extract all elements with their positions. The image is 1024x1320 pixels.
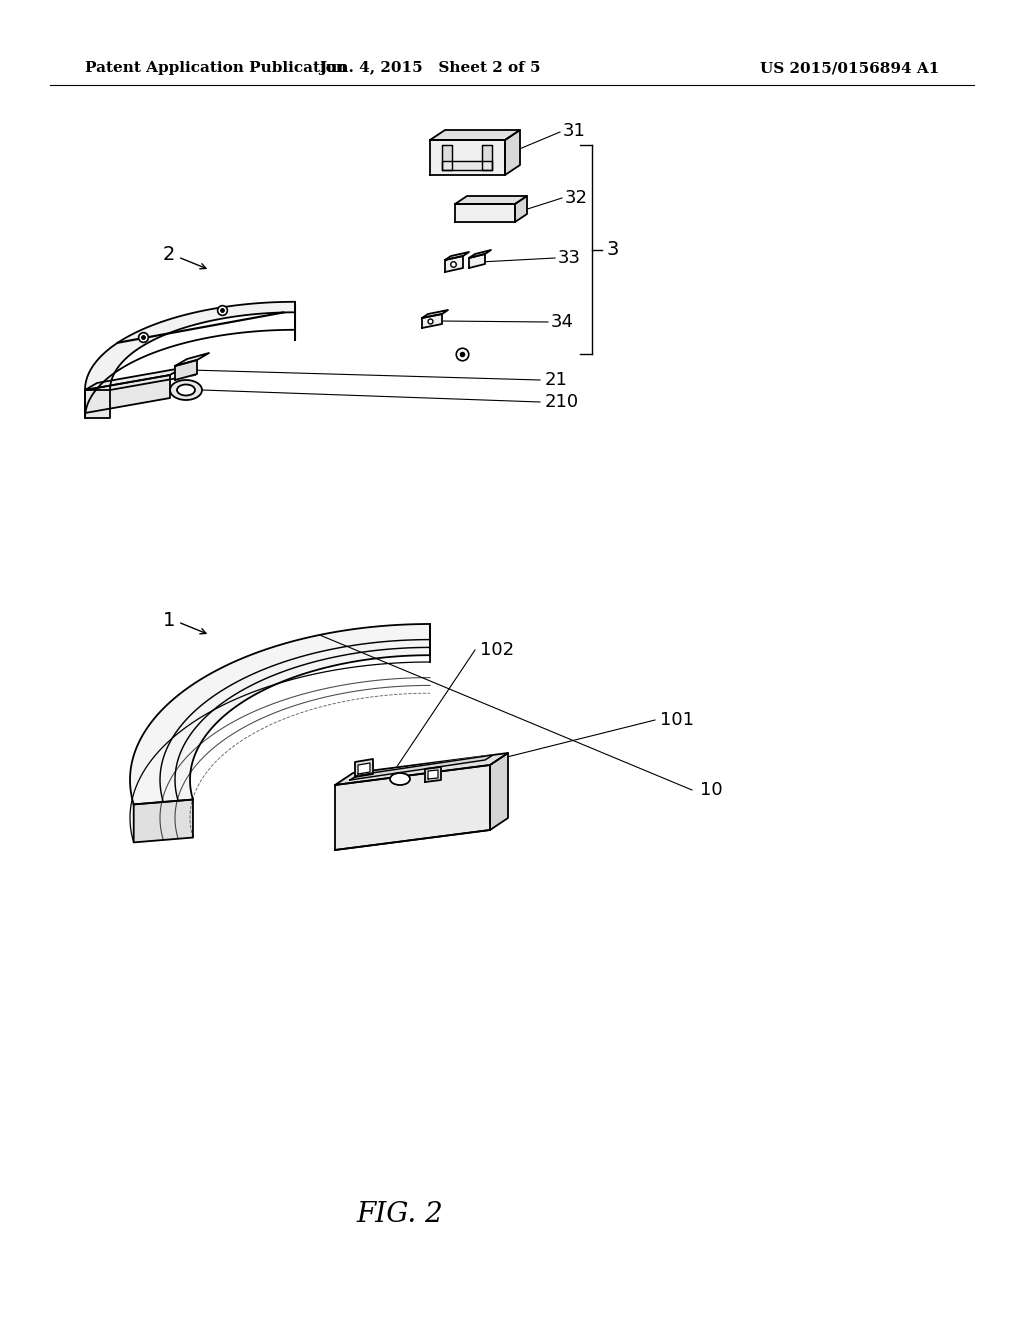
Polygon shape — [505, 129, 520, 176]
Text: 1: 1 — [163, 610, 175, 630]
Text: 210: 210 — [545, 393, 580, 411]
Text: 33: 33 — [558, 249, 581, 267]
Polygon shape — [469, 253, 485, 268]
Text: 31: 31 — [563, 121, 586, 140]
Polygon shape — [490, 752, 508, 830]
Ellipse shape — [390, 774, 410, 785]
Polygon shape — [350, 755, 493, 780]
Ellipse shape — [177, 384, 195, 396]
Polygon shape — [422, 310, 449, 318]
Polygon shape — [515, 195, 527, 222]
Polygon shape — [445, 252, 469, 260]
Polygon shape — [175, 352, 209, 366]
Polygon shape — [430, 140, 505, 176]
Polygon shape — [335, 766, 490, 850]
Polygon shape — [430, 129, 520, 140]
Text: 21: 21 — [545, 371, 568, 389]
Polygon shape — [442, 145, 452, 170]
Text: US 2015/0156894 A1: US 2015/0156894 A1 — [760, 61, 939, 75]
Text: Patent Application Publication: Patent Application Publication — [85, 61, 347, 75]
Text: 10: 10 — [700, 781, 723, 799]
Polygon shape — [445, 256, 463, 272]
Text: 3: 3 — [607, 240, 620, 259]
Text: 101: 101 — [660, 711, 694, 729]
Polygon shape — [482, 145, 492, 170]
Polygon shape — [455, 205, 515, 222]
Text: 2: 2 — [163, 246, 175, 264]
Polygon shape — [175, 360, 197, 380]
Text: Jun. 4, 2015   Sheet 2 of 5: Jun. 4, 2015 Sheet 2 of 5 — [319, 61, 541, 75]
Polygon shape — [130, 624, 430, 804]
Polygon shape — [85, 389, 110, 418]
Text: 34: 34 — [551, 313, 574, 331]
Polygon shape — [469, 249, 490, 257]
Ellipse shape — [170, 380, 202, 400]
Polygon shape — [85, 368, 182, 389]
Polygon shape — [442, 161, 492, 170]
Polygon shape — [425, 767, 441, 781]
Polygon shape — [134, 800, 193, 842]
Polygon shape — [422, 314, 442, 327]
Polygon shape — [85, 302, 295, 389]
Text: FIG. 2: FIG. 2 — [356, 1201, 443, 1229]
Polygon shape — [355, 759, 373, 777]
Polygon shape — [455, 195, 527, 205]
Polygon shape — [85, 375, 170, 413]
Polygon shape — [335, 752, 508, 785]
Polygon shape — [428, 770, 438, 779]
Polygon shape — [358, 763, 370, 774]
Text: 32: 32 — [565, 189, 588, 207]
Text: 102: 102 — [480, 642, 514, 659]
